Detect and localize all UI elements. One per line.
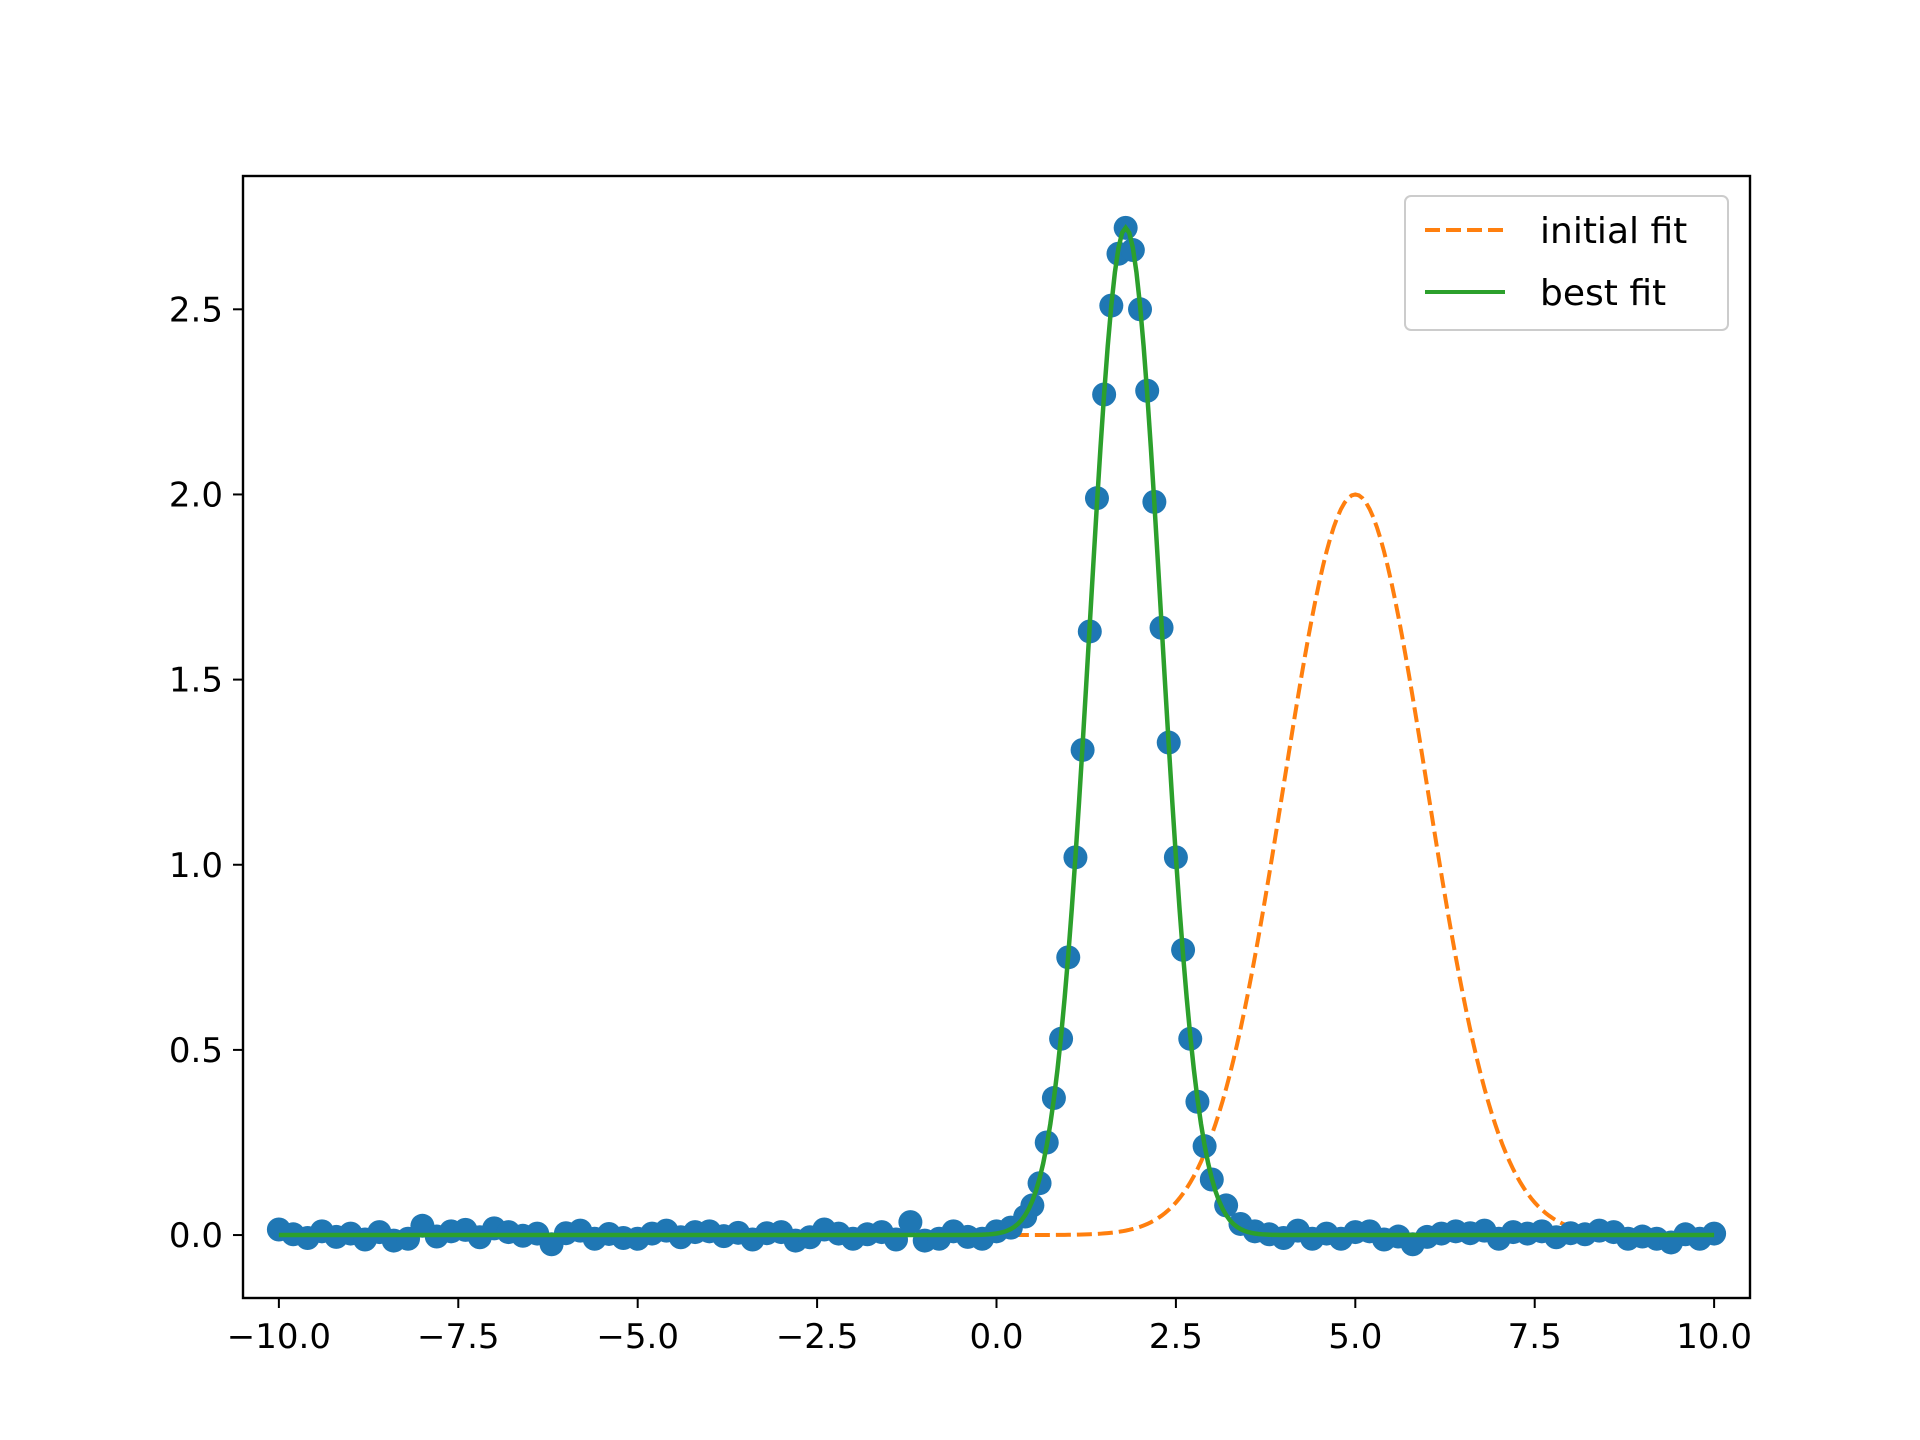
x-tick-label: −5.0 — [596, 1317, 679, 1357]
x-tick-label: 10.0 — [1676, 1317, 1752, 1357]
y-tick-label: 0.0 — [169, 1216, 223, 1256]
data-point — [898, 1210, 923, 1235]
x-tick-label: 2.5 — [1149, 1317, 1203, 1357]
best-fit-line — [278, 223, 1715, 1238]
x-tick-label: 7.5 — [1508, 1317, 1562, 1357]
x-tick-label: −2.5 — [776, 1317, 859, 1357]
x-tick-label: 0.0 — [969, 1317, 1023, 1357]
y-tick-label: 0.5 — [169, 1031, 223, 1071]
x-tick-label: −7.5 — [417, 1317, 500, 1357]
y-tick-label: 1.0 — [169, 846, 223, 886]
x-tick-label: −10.0 — [227, 1317, 331, 1357]
legend-label-initial-fit: initial fit — [1540, 211, 1687, 252]
best-fit-series — [278, 223, 1715, 1238]
y-tick-label: 2.5 — [169, 290, 223, 330]
y-tick-label: 1.5 — [169, 661, 223, 701]
y-axis: 0.0 0.5 1.0 1.5 2.0 2.5 — [169, 290, 243, 1256]
plot-area — [266, 215, 1727, 1257]
legend: initial fit best fit — [1404, 195, 1729, 331]
legend-label-best-fit: best fit — [1540, 273, 1666, 314]
x-axis: −10.0 −7.5 −5.0 −2.5 0.0 2.5 5.0 7.5 10.0 — [227, 1298, 1752, 1357]
legend-box — [1404, 195, 1729, 331]
y-tick-label: 2.0 — [169, 475, 223, 515]
x-tick-label: 5.0 — [1328, 1317, 1382, 1357]
